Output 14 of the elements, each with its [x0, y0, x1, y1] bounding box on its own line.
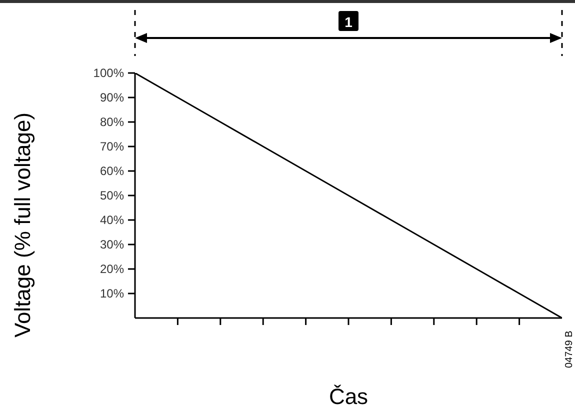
y-tick-label: 20%: [100, 262, 124, 276]
y-axis-title: Voltage (% full voltage): [10, 112, 35, 338]
y-tick-label: 90%: [100, 90, 124, 104]
x-axis-title: Čas: [328, 384, 368, 409]
y-tick-label: 70%: [100, 140, 124, 154]
y-tick-label: 10%: [100, 286, 124, 300]
y-tick-label: 40%: [100, 213, 124, 227]
y-tick-label: 60%: [100, 164, 124, 178]
y-tick-label: 100%: [93, 66, 124, 80]
text: 1: [344, 14, 353, 30]
y-tick-label: 50%: [100, 188, 124, 202]
text: 04749 B: [564, 330, 575, 368]
y-tick-label: 30%: [100, 238, 124, 252]
y-tick-label: 80%: [100, 115, 124, 129]
